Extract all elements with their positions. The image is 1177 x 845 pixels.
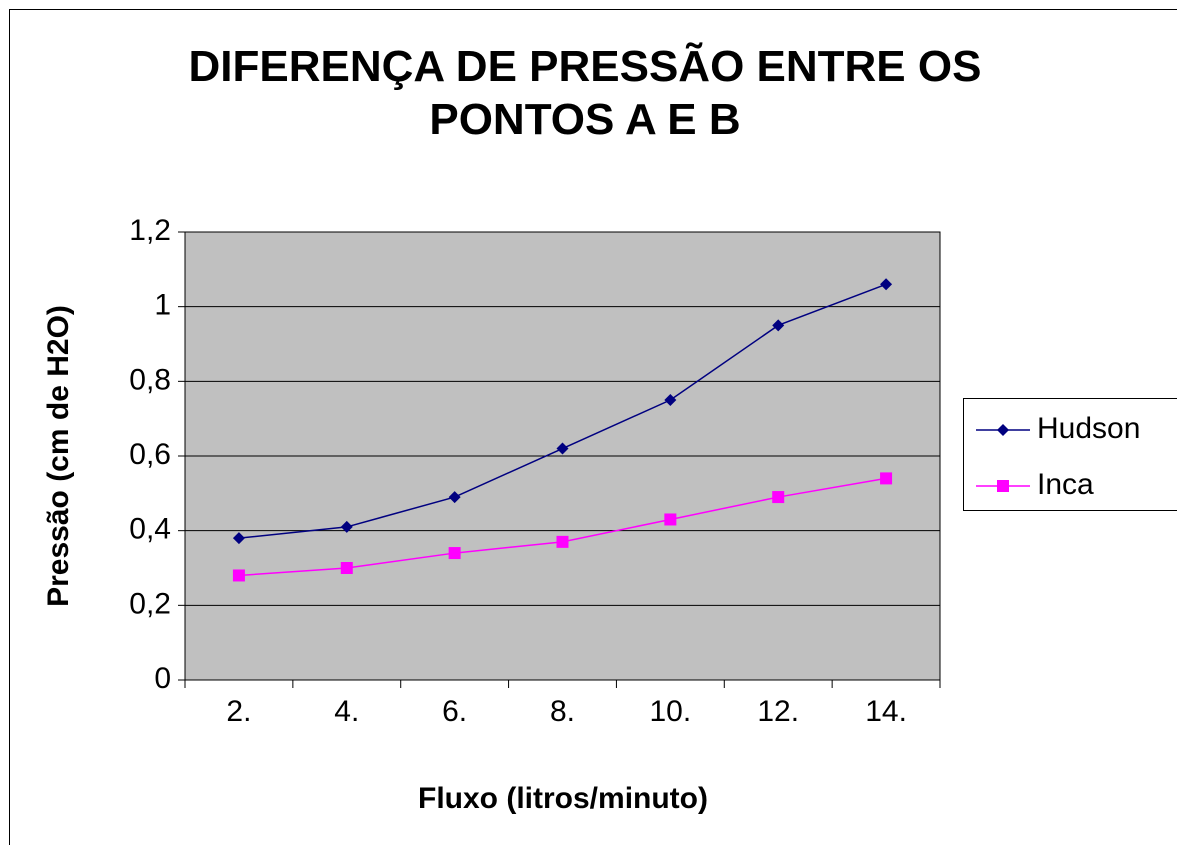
x-tick-label: 2. [226, 695, 251, 728]
data-point [772, 319, 785, 332]
chart-title: DIFERENÇA DE PRESSÃO ENTRE OS PONTOS A E… [188, 42, 982, 144]
data-point [556, 442, 569, 455]
data-point [448, 547, 461, 560]
data-point [232, 569, 245, 582]
legend-marker [997, 424, 1009, 436]
data-point [664, 394, 677, 406]
data-point [340, 562, 353, 574]
data-point [772, 491, 785, 504]
x-axis-label: Fluxo (litros/minuto) [418, 782, 708, 815]
data-point [556, 535, 569, 548]
data-point [448, 491, 461, 504]
y-tick-label: 1 [154, 289, 171, 322]
data-point [340, 520, 353, 533]
y-tick-label: 0,2 [129, 587, 171, 620]
x-tick-label: 8. [550, 695, 575, 728]
x-tick-label: 14. [865, 695, 907, 728]
data-point [664, 513, 677, 526]
x-tick-label: 12. [757, 695, 799, 728]
y-axis-label: Pressão (cm de H2O) [42, 305, 75, 607]
y-tick-label: 0,4 [129, 513, 171, 546]
x-tick-label: 10. [649, 695, 691, 728]
x-tick-label: 6. [442, 695, 467, 728]
x-tick-label: 4. [334, 695, 359, 728]
data-point [232, 532, 245, 545]
y-tick-label: 0,6 [129, 438, 171, 471]
y-tick-label: 0 [154, 662, 171, 695]
data-point [880, 472, 893, 485]
data-point [880, 278, 893, 291]
legend-label: Inca [1037, 468, 1094, 501]
y-tick-label: 0,8 [129, 363, 171, 396]
y-tick-label: 1,2 [129, 214, 171, 247]
legend-label: Hudson [1037, 412, 1140, 445]
legend-marker [997, 480, 1009, 492]
